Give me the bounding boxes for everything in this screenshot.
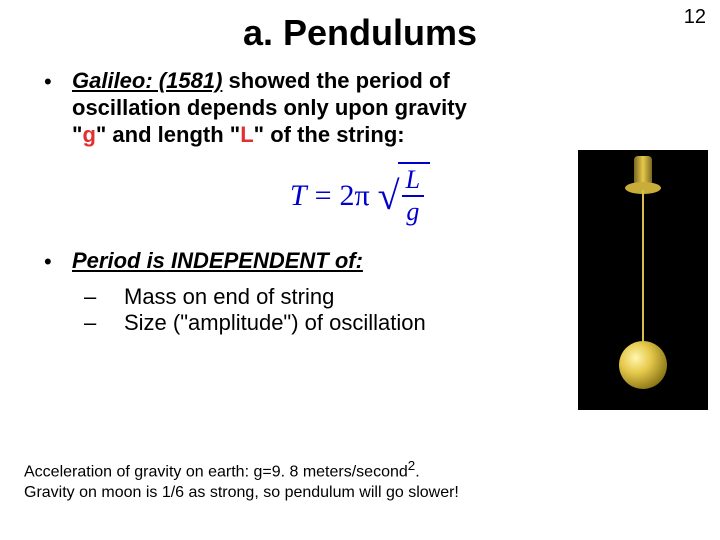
formula-den: g	[402, 197, 424, 225]
formula-lhs: T	[290, 179, 307, 213]
bullet-2-text: Period is INDEPENDENT of:	[72, 248, 363, 275]
bullet-marker: •	[44, 68, 72, 96]
radical-icon: √	[378, 176, 400, 216]
sub-bullet-2-text: Size ("amplitude") of oscillation	[124, 310, 426, 336]
slide-title: a. Pendulums	[24, 12, 696, 54]
sub-bullet-1-text: Mass on end of string	[124, 284, 334, 310]
slide: 12 a. Pendulums • Galileo: (1581) showed…	[0, 0, 720, 540]
bullet-1: • Galileo: (1581) showed the period of o…	[44, 68, 496, 148]
bullet-1-rest3: " of the string:	[254, 122, 405, 147]
pendulum-image	[578, 150, 708, 410]
formula-fraction: L g	[402, 166, 424, 225]
bullet-1-rest2: " and length "	[96, 122, 240, 147]
footnote-line1a: Acceleration of gravity on earth: g=9. 8…	[24, 463, 408, 480]
bullet-1-L: L	[240, 122, 253, 147]
footnote-line1b: .	[415, 463, 419, 480]
formula-sqrt: √ L g	[378, 162, 430, 229]
footnote: Acceleration of gravity on earth: g=9. 8…	[24, 457, 459, 504]
page-number: 12	[684, 6, 706, 29]
bullet-1-text: Galileo: (1581) showed the period of osc…	[72, 68, 496, 148]
footnote-line2: Gravity on moon is 1/6 as strong, so pen…	[24, 484, 459, 501]
pendulum-icon	[578, 150, 708, 410]
bullet-2: • Period is INDEPENDENT of:	[44, 248, 456, 276]
formula-num: L	[402, 166, 424, 196]
sub-bullet-marker: –	[84, 310, 124, 336]
bullet-1-lead: Galileo: (1581)	[72, 68, 222, 93]
bullet-1-g: g	[82, 122, 95, 147]
sub-bullet-marker: –	[84, 284, 124, 310]
bullet-marker: •	[44, 248, 72, 276]
bullet-2-underlined: Period is INDEPENDENT of:	[72, 248, 363, 273]
formula-2pi: 2π	[340, 179, 370, 213]
formula-eq: =	[315, 179, 332, 213]
